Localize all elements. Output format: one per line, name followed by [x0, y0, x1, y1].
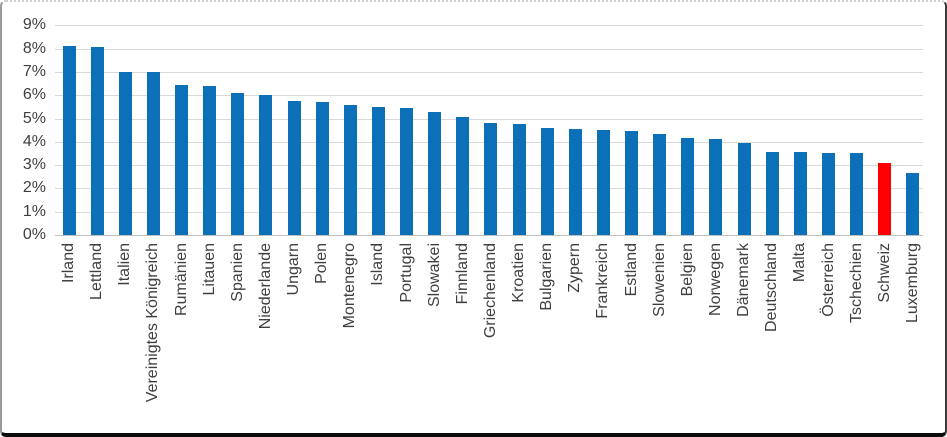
bar: [850, 153, 863, 235]
bar: [175, 85, 188, 235]
bar-highlighted: [878, 163, 891, 235]
gridline: [55, 49, 923, 50]
bar: [709, 139, 722, 235]
gridline: [55, 72, 923, 73]
x-axis-category-label: Island: [369, 243, 386, 286]
y-axis-tick-label: 6%: [22, 86, 46, 103]
y-axis-tick-label: 1%: [22, 203, 46, 220]
x-axis-category-label: Slowakei: [426, 243, 443, 308]
bar: [91, 47, 104, 235]
x-axis-category-label: Finnland: [454, 243, 471, 305]
bar: [203, 86, 216, 235]
x-axis-category-label: Vereinigtes Königreich: [144, 243, 161, 403]
bar: [456, 117, 469, 235]
x-axis-category-label: Montenegro: [341, 243, 358, 329]
x-axis-category-label: Schweiz: [876, 243, 893, 303]
x-axis-category-label: Frankreich: [594, 243, 611, 319]
y-axis-tick-label: 3%: [22, 156, 46, 173]
x-axis-category-label: Rumänien: [173, 243, 190, 316]
x-axis-category-label: Bulgarien: [538, 243, 555, 311]
bar: [316, 102, 329, 235]
gridline: [55, 119, 923, 120]
bar: [822, 153, 835, 235]
bar: [541, 128, 554, 235]
x-axis-category-label: Spanien: [229, 243, 246, 302]
bar: [63, 46, 76, 235]
bar: [625, 131, 638, 235]
x-axis-category-label: Belgien: [679, 243, 696, 297]
bar: [400, 108, 413, 235]
x-axis-category-label: Portugal: [398, 243, 415, 303]
x-axis-category-label: Italien: [116, 243, 133, 286]
gridline: [55, 25, 923, 26]
y-axis-tick-label: 7%: [22, 63, 46, 80]
x-axis-category-label: Deutschland: [763, 243, 780, 332]
bar: [428, 112, 441, 235]
bar: [231, 93, 244, 235]
x-axis-category-label: Ungarn: [285, 243, 302, 296]
y-axis-tick-label: 4%: [22, 133, 46, 150]
bar: [372, 107, 385, 235]
y-axis-tick-label: 8%: [22, 40, 46, 57]
x-axis-category-label: Kroatien: [510, 243, 527, 303]
x-axis-category-label: Irland: [60, 243, 77, 284]
bar: [513, 124, 526, 235]
bar: [738, 143, 751, 235]
gridline: [55, 95, 923, 96]
bar: [794, 152, 807, 235]
y-axis-tick-label: 2%: [22, 179, 46, 196]
y-axis-tick-label: 9%: [22, 16, 46, 33]
x-axis-category-label: Niederlande: [257, 243, 274, 330]
x-axis-category-label: Dänemark: [735, 243, 752, 317]
bar: [259, 95, 272, 235]
x-axis-category-label: Luxemburg: [904, 243, 921, 324]
bar: [288, 101, 301, 235]
x-axis-category-label: Griechenland: [482, 243, 499, 339]
x-axis-category-label: Slowenien: [651, 243, 668, 317]
x-axis-category-label: Polen: [313, 243, 330, 284]
bar: [147, 72, 160, 235]
y-axis-tick-label: 0%: [22, 226, 46, 243]
bar: [653, 134, 666, 235]
bar: [597, 130, 610, 235]
bar: [484, 123, 497, 235]
x-axis-category-label: Zypern: [566, 243, 583, 293]
bar: [766, 152, 779, 235]
x-axis-category-label: Österreich: [820, 243, 837, 317]
bar: [681, 138, 694, 235]
bar: [906, 173, 919, 235]
x-axis-category-label: Norwegen: [707, 243, 724, 316]
x-axis-category-label: Malta: [791, 243, 808, 283]
bar: [569, 129, 582, 235]
x-axis-line: [55, 235, 923, 236]
bar: [119, 72, 132, 235]
y-axis-tick-label: 5%: [22, 110, 46, 127]
x-axis-category-label: Estland: [623, 243, 640, 297]
x-axis-category-label: Tschechien: [848, 243, 865, 324]
bar: [344, 105, 357, 235]
x-axis-category-label: Lettland: [88, 243, 105, 300]
x-axis-category-label: Litauen: [201, 243, 218, 296]
